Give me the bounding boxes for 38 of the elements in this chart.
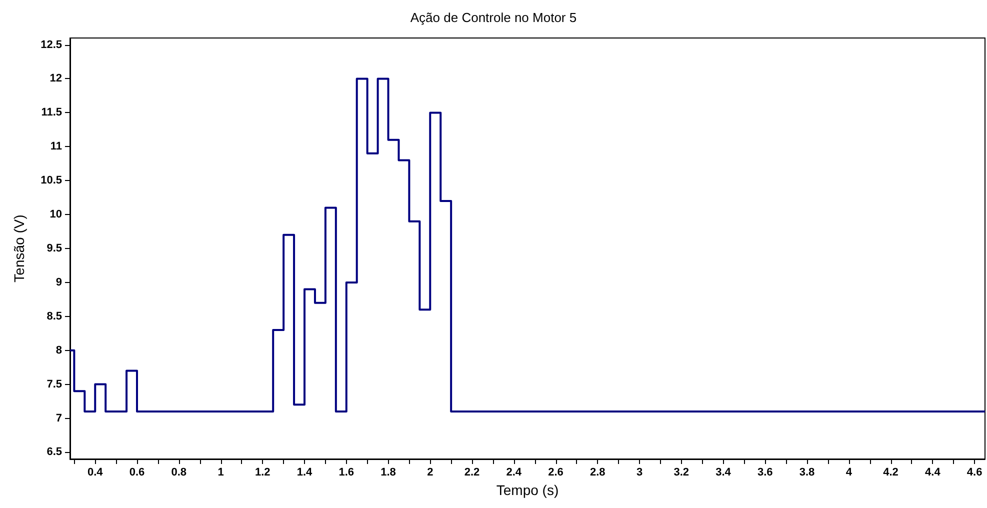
x-tick-label: 3.6 xyxy=(758,466,773,478)
chart-title: Ação de Controle no Motor 5 xyxy=(410,10,577,25)
x-tick-label: 0.6 xyxy=(129,466,145,478)
x-tick-label: 2.4 xyxy=(506,466,522,478)
y-tick-label: 10.5 xyxy=(40,174,62,187)
x-tick-label: 0.4 xyxy=(87,466,104,478)
y-tick-label: 11 xyxy=(50,140,62,153)
y-tick-label: 7.5 xyxy=(46,378,62,390)
x-tick-label: 4.4 xyxy=(925,466,942,478)
x-tick-label: 4.6 xyxy=(966,466,982,478)
x-tick-label: 0.8 xyxy=(171,466,187,478)
x-tick-label: 3.2 xyxy=(674,466,690,478)
y-tick-label: 9.5 xyxy=(46,242,62,254)
x-tick-label: 3 xyxy=(636,466,643,478)
x-tick-label: 1.6 xyxy=(338,466,354,478)
x-tick-label: 1.2 xyxy=(254,466,270,478)
x-axis-title: Tempo (s) xyxy=(496,482,559,498)
x-tick-label: 2.6 xyxy=(548,466,564,478)
x-tick-label: 2.2 xyxy=(464,466,480,478)
x-tick-label: 4.2 xyxy=(883,466,898,478)
y-tick-label: 12 xyxy=(50,72,62,85)
y-tick-label: 6.5 xyxy=(46,446,62,458)
x-tick-label: 3.8 xyxy=(799,466,815,478)
y-tick-label: 8 xyxy=(56,344,62,356)
y-tick-label: 11.5 xyxy=(41,106,62,119)
y-tick-label: 8.5 xyxy=(46,310,62,322)
y-tick-label: 9 xyxy=(56,276,62,288)
x-tick-label: 2.8 xyxy=(590,466,606,478)
y-axis-title: Tensão (V) xyxy=(11,214,27,282)
y-tick-label: 12.5 xyxy=(40,38,62,51)
x-tick-label: 2 xyxy=(427,466,434,478)
y-tick-label: 7 xyxy=(56,412,62,424)
x-tick-label: 1.8 xyxy=(380,466,396,478)
y-tick-label: 10 xyxy=(50,208,62,221)
x-tick-label: 4 xyxy=(846,466,853,478)
x-tick-label: 1 xyxy=(218,466,224,478)
x-tick-label: 1.4 xyxy=(296,466,314,478)
x-tick-label: 3.4 xyxy=(716,466,732,478)
